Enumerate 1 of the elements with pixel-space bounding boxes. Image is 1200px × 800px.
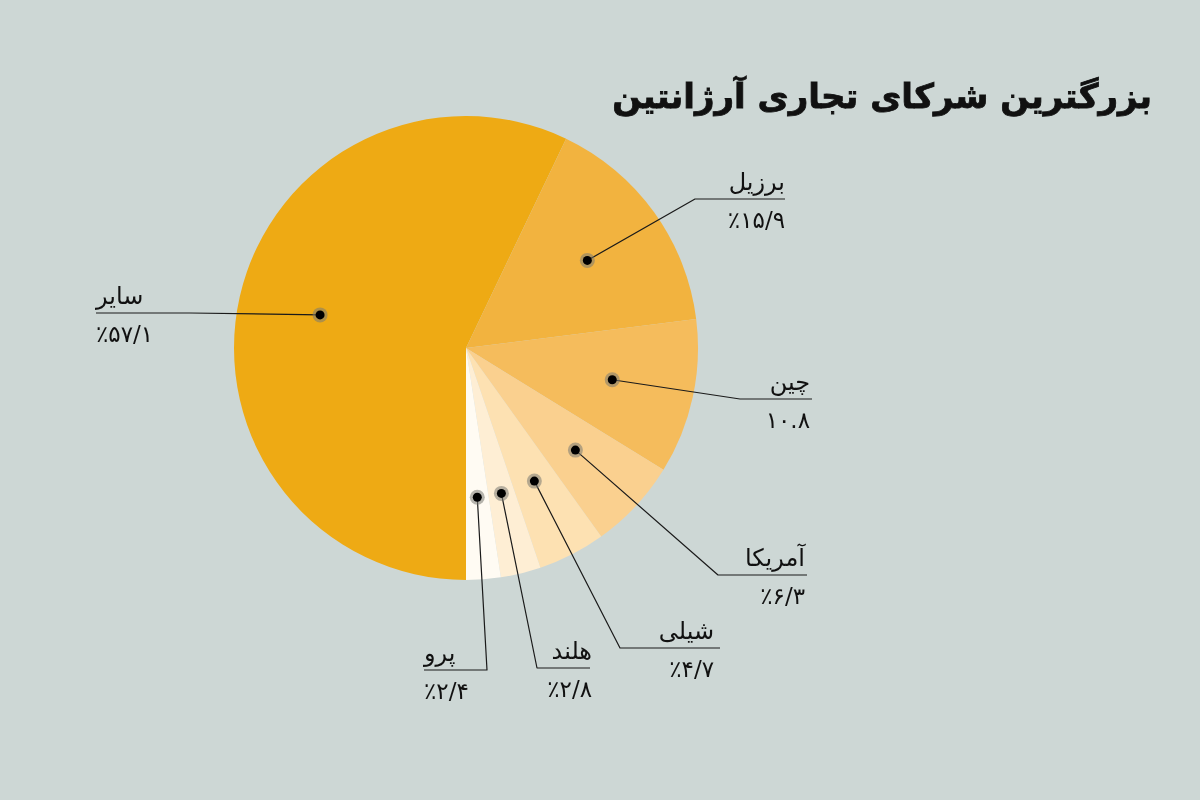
title: بزرگترین شرکای تجاری آرژانتین [612,76,1152,116]
